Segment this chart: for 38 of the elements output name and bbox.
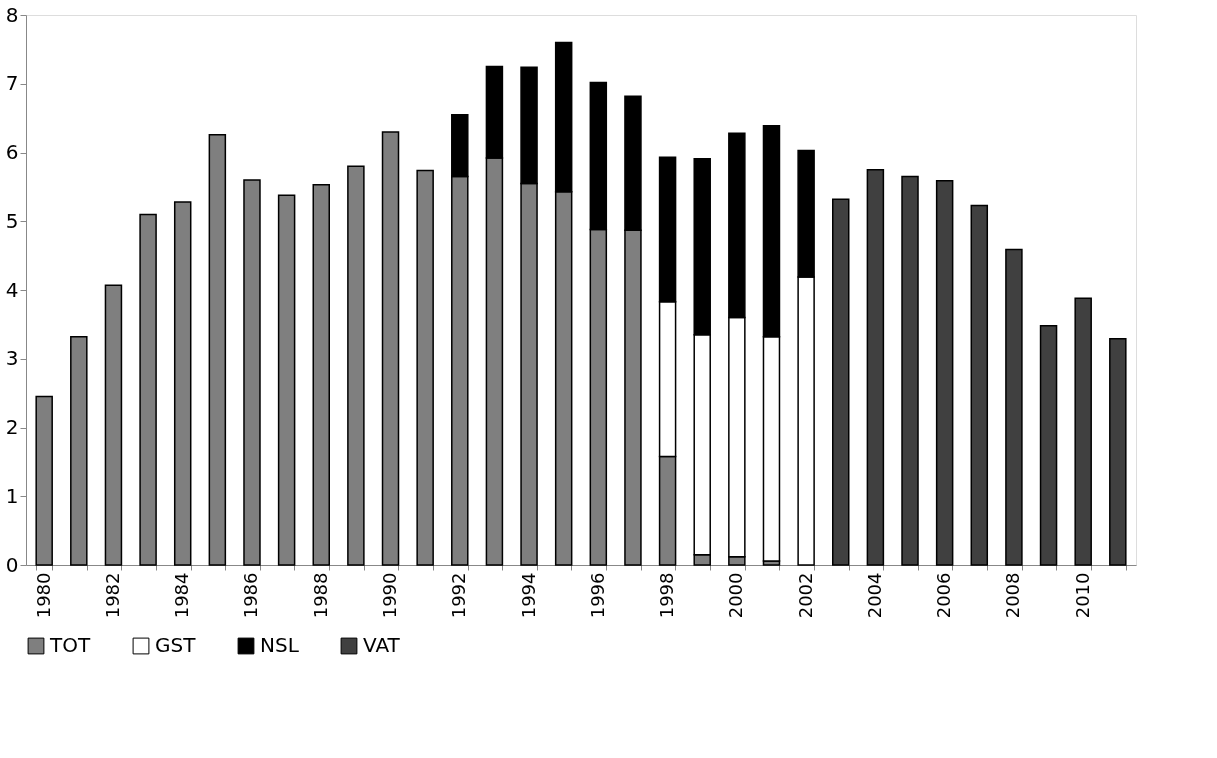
bar bbox=[1039, 325, 1058, 566]
bar bbox=[970, 204, 989, 566]
x-tick-label: 1994 bbox=[517, 572, 539, 619]
x-tick-label: 1984 bbox=[171, 572, 193, 619]
bar bbox=[1074, 297, 1092, 566]
bar bbox=[1109, 338, 1127, 566]
bar bbox=[1005, 248, 1023, 566]
y-tick-label: 3 bbox=[5, 346, 19, 371]
x-tick-label: 2008 bbox=[1002, 572, 1024, 619]
x-tick-label: 1986 bbox=[240, 572, 262, 619]
legend-label: GST bbox=[155, 633, 197, 657]
x-tick-label: 2000 bbox=[725, 572, 747, 619]
legend-label: VAT bbox=[363, 633, 401, 657]
bar bbox=[901, 175, 919, 566]
x-tick-label: 2006 bbox=[933, 572, 955, 619]
y-tick-label: 4 bbox=[5, 277, 19, 302]
x-tick-label: 2002 bbox=[794, 572, 816, 619]
y-tick-label: 1 bbox=[5, 483, 19, 508]
bar bbox=[832, 198, 850, 566]
x-tick-label: 1998 bbox=[656, 572, 678, 619]
x-tick-label: 2004 bbox=[863, 572, 885, 619]
y-tick-label: 6 bbox=[5, 140, 19, 164]
y-tick-label: 0 bbox=[5, 552, 19, 577]
legend-label: NSL bbox=[260, 633, 300, 657]
x-tick-label: 1982 bbox=[101, 572, 123, 619]
y-tick-label: 8 bbox=[5, 2, 19, 27]
bar bbox=[935, 179, 954, 566]
y-tick-label: 7 bbox=[5, 71, 19, 96]
x-tick-label: 1990 bbox=[379, 572, 401, 619]
y-tick-label: 2 bbox=[5, 415, 19, 439]
x-tick-label: 1996 bbox=[586, 572, 608, 619]
x-tick-label: 1992 bbox=[448, 572, 470, 619]
y-tick-label: 5 bbox=[5, 208, 19, 233]
x-tick-label: 2010 bbox=[1071, 572, 1093, 619]
x-tick-label: 1980 bbox=[32, 572, 54, 619]
legend-label: TOT bbox=[49, 633, 91, 657]
x-tick-label: 1988 bbox=[309, 572, 331, 619]
bar bbox=[866, 168, 885, 566]
